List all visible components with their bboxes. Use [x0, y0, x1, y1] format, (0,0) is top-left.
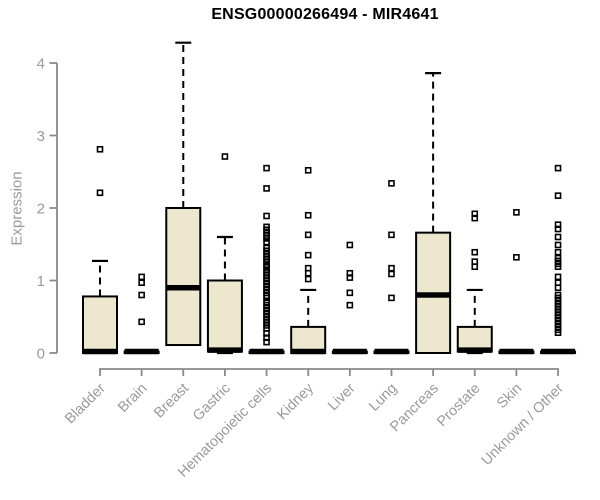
outlier-point	[554, 233, 562, 241]
outlier-point	[388, 231, 395, 239]
box-hematopoietic-cells	[248, 164, 285, 355]
y-tick-label: 3	[37, 128, 45, 145]
y-axis-title: Expression	[8, 171, 26, 246]
outlier-point	[263, 164, 270, 172]
outlier-point	[554, 225, 562, 233]
x-category-label: Kidney	[274, 380, 317, 423]
x-category-label: Skin	[494, 381, 525, 412]
x-category-label: Brain	[115, 381, 150, 416]
outlier-point	[554, 329, 562, 337]
box-kidney	[290, 167, 327, 355]
x-category-label: Lung	[366, 381, 400, 415]
y-tick-label: 4	[37, 56, 45, 73]
outlier-point	[388, 180, 395, 187]
outlier-point	[554, 263, 562, 271]
outlier-point	[304, 269, 312, 277]
box-bladder	[82, 145, 118, 355]
outlier-point	[388, 270, 395, 278]
box-gastric	[206, 153, 243, 355]
outlier-point	[96, 189, 104, 197]
box-unknown-other	[540, 164, 577, 355]
outlier-point	[346, 274, 354, 281]
box-breast	[165, 41, 202, 347]
outlier-point	[221, 153, 229, 160]
outlier-point	[138, 318, 145, 326]
outlier-point	[263, 338, 270, 346]
box-liver	[331, 241, 368, 355]
x-category-label: Prostate	[434, 381, 483, 430]
outlier-point	[471, 258, 479, 265]
outlier-point	[263, 185, 270, 192]
outlier-point	[263, 238, 270, 246]
outlier-point	[304, 275, 312, 283]
outlier-point	[471, 263, 479, 271]
outlier-point	[138, 291, 145, 299]
outlier-point	[554, 192, 562, 199]
outlier-point	[304, 251, 312, 259]
outlier-point	[471, 248, 479, 256]
outlier-point	[263, 212, 270, 220]
x-category-label: Liver	[325, 380, 359, 414]
x-category-label: Bladder	[62, 380, 109, 427]
outlier-point	[554, 241, 562, 249]
outlier-point	[471, 214, 479, 222]
box-pancreas	[415, 72, 452, 354]
outlier-point	[138, 273, 145, 281]
box-skin	[498, 209, 535, 355]
outlier-point	[138, 279, 145, 286]
box-prostate	[456, 210, 493, 355]
outlier-point	[554, 284, 562, 292]
chart-title: ENSG00000266494 - MIR4641	[211, 6, 439, 23]
outlier-point	[554, 273, 562, 281]
outlier-point	[513, 254, 520, 261]
outlier-point	[513, 209, 520, 216]
outlier-point	[263, 235, 270, 242]
box-brain	[123, 273, 160, 355]
box-lung	[373, 180, 410, 355]
x-category-label: Breast	[151, 381, 192, 422]
outlier-point	[346, 241, 354, 249]
outlier-point	[554, 164, 562, 172]
outlier-point	[346, 301, 354, 309]
y-tick-label: 2	[37, 201, 45, 218]
outlier-point	[346, 289, 354, 297]
outlier-point	[304, 211, 312, 219]
y-tick-label: 0	[37, 346, 45, 363]
outlier-point	[388, 264, 395, 272]
y-tick-label: 1	[37, 273, 45, 290]
outlier-point	[554, 248, 562, 256]
outlier-point	[388, 294, 395, 302]
outlier-point	[304, 231, 312, 239]
outlier-point	[554, 279, 562, 286]
outlier-point	[96, 145, 104, 153]
outlier-point	[304, 167, 312, 174]
outlier-point	[304, 264, 312, 272]
